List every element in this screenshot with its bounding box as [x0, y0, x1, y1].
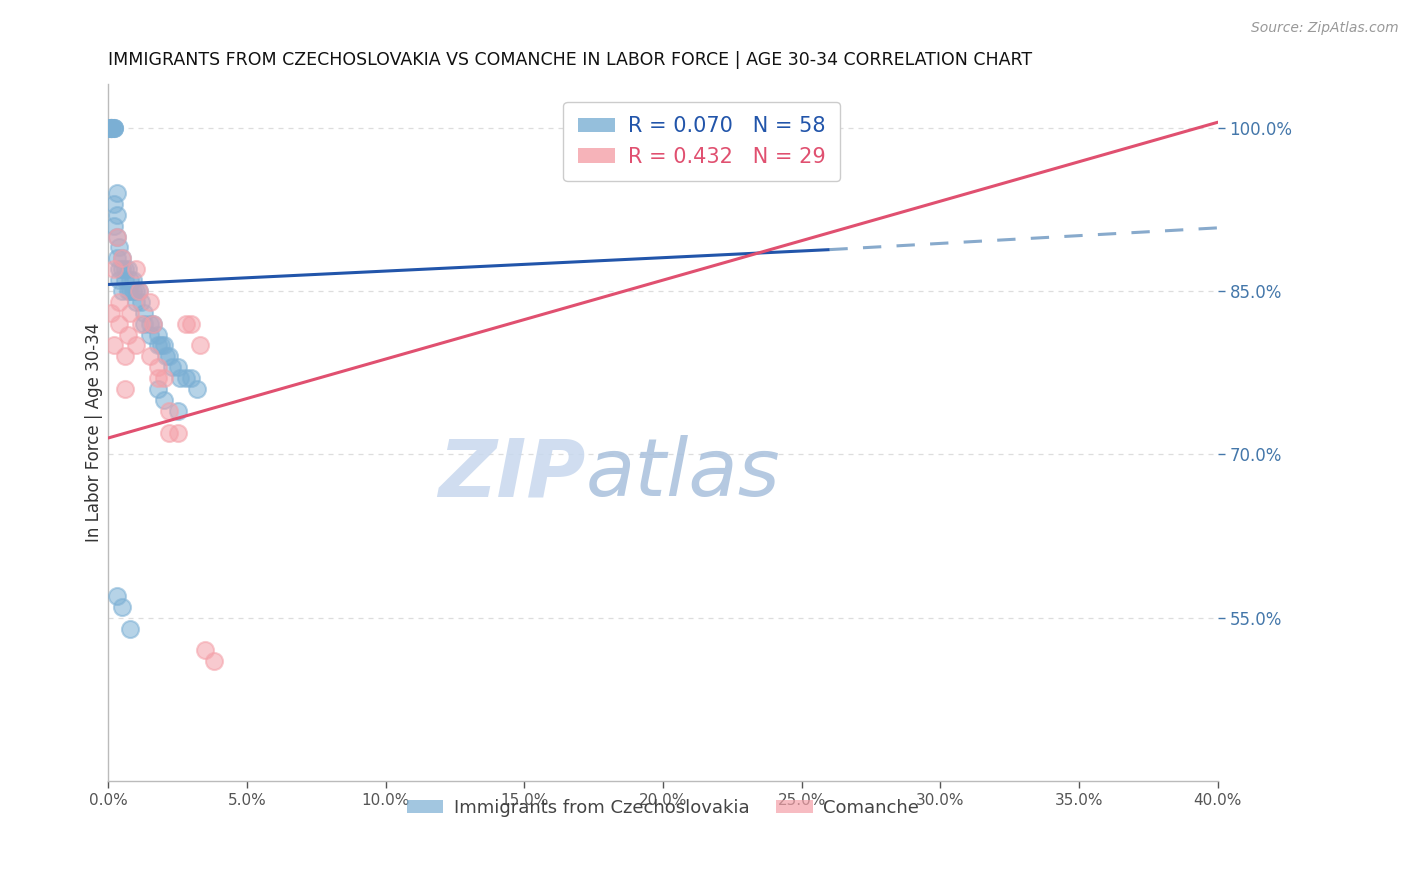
- Point: [100, 120, 122, 135]
- Point: [146, 360, 169, 375]
- Point: [117, 284, 139, 298]
- Point: [120, 273, 142, 287]
- Y-axis label: In Labor Force | Age 30-34: In Labor Force | Age 30-34: [86, 323, 103, 542]
- Point: [105, 229, 128, 244]
- Point: [100, 120, 122, 135]
- Point: [100, 120, 122, 135]
- Point: [146, 327, 169, 342]
- Point: [117, 327, 139, 342]
- Point: [108, 294, 131, 309]
- Point: [155, 349, 177, 363]
- Point: [194, 643, 217, 657]
- Point: [120, 306, 142, 320]
- Point: [100, 120, 122, 135]
- Point: [103, 120, 125, 135]
- Point: [131, 294, 153, 309]
- Point: [111, 599, 134, 614]
- Point: [139, 327, 162, 342]
- Point: [100, 120, 122, 135]
- Legend: Immigrants from Czechoslovakia, Comanche: Immigrants from Czechoslovakia, Comanche: [399, 792, 927, 824]
- Text: ZIP: ZIP: [437, 435, 585, 514]
- Point: [202, 654, 225, 668]
- Point: [111, 252, 134, 266]
- Point: [146, 338, 169, 352]
- Point: [105, 252, 128, 266]
- Point: [166, 425, 188, 440]
- Point: [114, 273, 136, 287]
- Point: [139, 317, 162, 331]
- Point: [103, 197, 125, 211]
- Point: [152, 371, 174, 385]
- Point: [100, 120, 122, 135]
- Point: [134, 317, 156, 331]
- Point: [103, 262, 125, 277]
- Point: [128, 284, 150, 298]
- Point: [149, 338, 172, 352]
- Point: [139, 294, 162, 309]
- Point: [134, 306, 156, 320]
- Text: atlas: atlas: [585, 435, 780, 514]
- Point: [100, 306, 122, 320]
- Text: Source: ZipAtlas.com: Source: ZipAtlas.com: [1251, 21, 1399, 35]
- Point: [111, 252, 134, 266]
- Point: [103, 120, 125, 135]
- Point: [146, 382, 169, 396]
- Point: [142, 317, 165, 331]
- Point: [128, 284, 150, 298]
- Point: [186, 382, 208, 396]
- Point: [180, 317, 202, 331]
- Point: [152, 338, 174, 352]
- Point: [103, 219, 125, 233]
- Point: [125, 262, 148, 277]
- Point: [125, 338, 148, 352]
- Point: [157, 404, 180, 418]
- Point: [114, 349, 136, 363]
- Point: [157, 425, 180, 440]
- Point: [122, 284, 145, 298]
- Point: [114, 382, 136, 396]
- Point: [169, 371, 191, 385]
- Point: [117, 262, 139, 277]
- Point: [174, 317, 197, 331]
- Point: [103, 338, 125, 352]
- Point: [174, 371, 197, 385]
- Point: [114, 262, 136, 277]
- Point: [131, 317, 153, 331]
- Point: [105, 229, 128, 244]
- Point: [166, 404, 188, 418]
- Point: [108, 262, 131, 277]
- Point: [105, 208, 128, 222]
- Point: [160, 360, 183, 375]
- Text: IMMIGRANTS FROM CZECHOSLOVAKIA VS COMANCHE IN LABOR FORCE | AGE 30-34 CORRELATIO: IMMIGRANTS FROM CZECHOSLOVAKIA VS COMANC…: [108, 51, 1032, 69]
- Point: [125, 294, 148, 309]
- Point: [111, 284, 134, 298]
- Point: [111, 262, 134, 277]
- Point: [125, 284, 148, 298]
- Point: [105, 589, 128, 603]
- Point: [120, 622, 142, 636]
- Point: [152, 392, 174, 407]
- Point: [105, 186, 128, 200]
- Point: [139, 349, 162, 363]
- Point: [108, 273, 131, 287]
- Point: [157, 349, 180, 363]
- Point: [166, 360, 188, 375]
- Point: [108, 240, 131, 254]
- Point: [142, 317, 165, 331]
- Point: [122, 273, 145, 287]
- Point: [100, 120, 122, 135]
- Point: [108, 317, 131, 331]
- Point: [100, 120, 122, 135]
- Point: [146, 371, 169, 385]
- Point: [120, 284, 142, 298]
- Point: [103, 120, 125, 135]
- Point: [188, 338, 211, 352]
- Point: [180, 371, 202, 385]
